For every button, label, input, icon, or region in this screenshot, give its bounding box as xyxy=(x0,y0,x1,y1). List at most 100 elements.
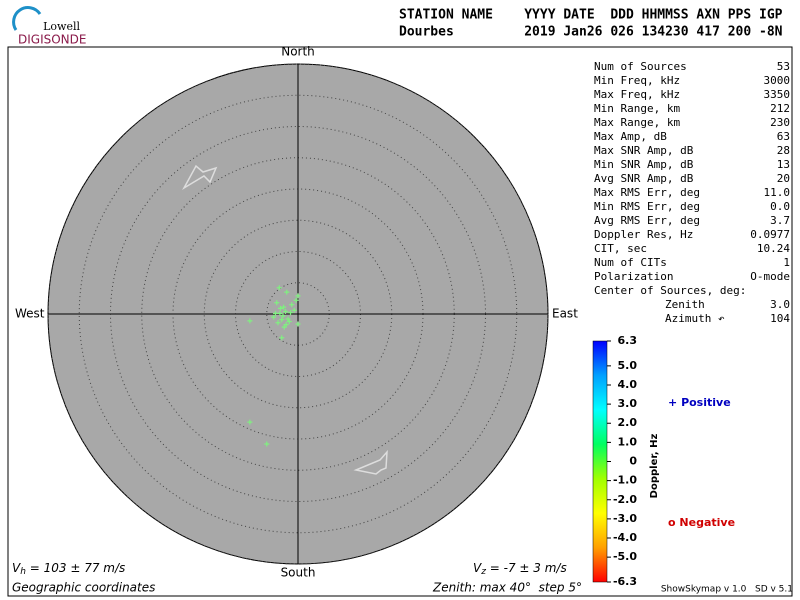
stat-value: 63 xyxy=(777,130,790,143)
stat-value: 230 xyxy=(770,116,790,129)
coords-label: Geographic coordinates xyxy=(12,581,155,595)
stat-label: Max SNR Amp, dB xyxy=(594,144,694,157)
stat-label: Num of CITs xyxy=(594,256,667,269)
center-value: 104 xyxy=(770,312,790,325)
source-point xyxy=(279,335,285,341)
stat-value: 212 xyxy=(770,102,790,115)
stat-value: 11.0 xyxy=(764,186,791,199)
logo-top: Lowell xyxy=(43,20,80,33)
stat-label: Doppler Res, Hz xyxy=(594,228,693,241)
stat-label: Min SNR Amp, dB xyxy=(594,158,694,171)
stat-value: 3000 xyxy=(764,74,791,87)
colorbar-tick-label: 0 xyxy=(629,455,637,468)
source-point xyxy=(275,320,281,326)
header-line: Dourbes 2019 Jan26 026 134230 417 200 -8… xyxy=(399,25,783,40)
colorbar-tick-label: 6.3 xyxy=(618,334,638,347)
source-point xyxy=(295,293,301,299)
stat-value: 20 xyxy=(777,172,790,185)
stat-label: Min RMS Err, deg xyxy=(594,200,700,213)
stat-value: O-mode xyxy=(750,270,790,283)
vh-sub: h xyxy=(20,567,26,577)
vz-value: = -7 ± 3 m/s xyxy=(486,561,567,575)
center-label: Zenith xyxy=(665,298,705,311)
north-label: North xyxy=(281,45,315,59)
vz-sub: z xyxy=(480,567,486,577)
stat-value: 53 xyxy=(777,60,790,73)
logo-arc xyxy=(12,6,42,31)
colorbar-tick-label: 3.0 xyxy=(618,397,638,410)
colorbar-tick-label: -4.0 xyxy=(613,531,637,544)
legend-positive: + Positive xyxy=(668,396,731,409)
source-point xyxy=(293,297,299,303)
stat-value: 3350 xyxy=(764,88,791,101)
stat-label: Avg RMS Err, deg xyxy=(594,214,700,227)
colorbar-tick-label: 1.0 xyxy=(618,435,638,448)
stat-label: Min Freq, kHz xyxy=(594,74,680,87)
colorbar-tick-label: -5.0 xyxy=(613,550,637,563)
center-title: Center of Sources, deg: xyxy=(594,284,746,297)
stat-label: Min Range, km xyxy=(594,102,680,115)
direction-arrow xyxy=(353,449,388,475)
stat-value: 0.0 xyxy=(770,200,790,213)
source-point xyxy=(295,321,301,327)
center-value: 3.0 xyxy=(770,298,790,311)
center-label: Azimuth ↶ xyxy=(665,312,725,325)
source-point xyxy=(273,310,278,316)
positive-text: Positive xyxy=(681,396,731,409)
stat-label: Max Range, km xyxy=(594,116,680,129)
colorbar-tick-label: -1.0 xyxy=(613,474,637,487)
vz-symbol: V xyxy=(473,561,482,575)
vh-value: = 103 ± 77 m/s xyxy=(26,561,125,575)
negative-text: Negative xyxy=(679,516,735,529)
source-point xyxy=(271,314,277,320)
source-point xyxy=(247,419,253,425)
south-label: South xyxy=(281,566,316,580)
colorbar-tick-label: 4.0 xyxy=(618,378,638,391)
stat-label: CIT, sec xyxy=(594,242,647,255)
colorbar-tick-label: 5.0 xyxy=(618,359,638,372)
source-point xyxy=(281,304,287,310)
source-point xyxy=(276,285,282,291)
source-point xyxy=(279,317,285,323)
stat-label: Max Freq, kHz xyxy=(594,88,680,101)
east-label: East xyxy=(552,307,578,321)
source-point xyxy=(286,319,292,324)
stat-value: 10.24 xyxy=(757,242,790,255)
legend-negative: o Negative xyxy=(668,516,735,529)
source-point xyxy=(274,300,280,306)
source-point xyxy=(280,313,286,319)
colorbar-tick-label: 2.0 xyxy=(618,416,638,429)
positive-symbol: + xyxy=(668,396,677,409)
vh-label: Vh = 103 ± 77 m/s xyxy=(12,561,125,577)
logo-bottom: DIGISONDE xyxy=(18,33,86,47)
stat-label: Avg SNR Amp, dB xyxy=(594,172,694,185)
source-point xyxy=(289,302,295,308)
vh-symbol: V xyxy=(12,561,21,575)
source-point xyxy=(264,441,270,447)
source-point xyxy=(291,307,297,313)
stat-value: 0.0977 xyxy=(750,228,790,241)
negative-symbol: o xyxy=(668,516,676,529)
source-point xyxy=(283,322,289,328)
source-point xyxy=(247,318,253,324)
stat-label: Max RMS Err, deg xyxy=(594,186,700,199)
source-point xyxy=(288,310,293,316)
zenith-label: Zenith: max 40° step 5° xyxy=(432,581,582,595)
stat-label: Polarization xyxy=(594,270,673,283)
colorbar-tick-label: -6.3 xyxy=(613,575,637,588)
source-point xyxy=(283,309,288,314)
stat-value: 13 xyxy=(777,158,790,171)
source-point xyxy=(277,310,283,316)
plot-frame xyxy=(7,46,793,597)
header-line: STATION NAME YYYY DATE DDD HHMMSS AXN PP… xyxy=(399,8,783,23)
vz-label: Vz = -7 ± 3 m/s xyxy=(473,561,567,577)
colorbar xyxy=(592,340,608,583)
stat-label: Num of Sources xyxy=(594,60,687,73)
version-label: ShowSkymap v 1.0 SD v 5.1 xyxy=(661,585,793,595)
colorbar-title: Doppler, Hz xyxy=(649,434,660,499)
colorbar-tick-label: -3.0 xyxy=(613,512,637,525)
source-point xyxy=(278,305,283,311)
stat-label: Max Amp, dB xyxy=(594,130,667,143)
direction-arrow xyxy=(182,164,218,191)
